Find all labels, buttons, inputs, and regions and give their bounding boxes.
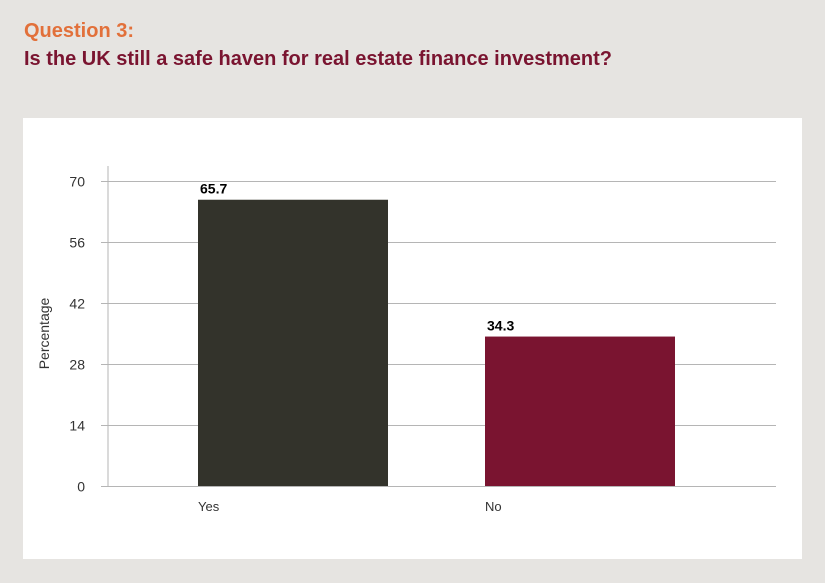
data-label: 65.7 [200, 181, 227, 197]
y-tick-label: 28 [69, 357, 85, 373]
y-tick-label: 70 [69, 174, 85, 190]
y-tick-label: 56 [69, 235, 85, 251]
data-label: 34.3 [487, 318, 514, 334]
question-number: Question 3: [24, 20, 135, 42]
chart-panel: 0 14 28 42 56 70 Percentage 65.7 Yes 34.3 No [23, 118, 802, 559]
bar-chart: 0 14 28 42 56 70 Percentage 65.7 Yes 34.3 No [36, 166, 776, 514]
y-tick-label: 42 [69, 296, 85, 312]
y-tick-label: 0 [77, 479, 85, 495]
y-axis-label: Percentage [36, 297, 52, 369]
question-title: Is the UK still a safe haven for real es… [24, 48, 612, 70]
bar-yes [198, 199, 388, 486]
x-tick-label: No [485, 499, 502, 514]
x-tick-label: Yes [198, 499, 220, 514]
y-tick-label: 14 [69, 418, 85, 434]
bar-no [485, 336, 675, 486]
